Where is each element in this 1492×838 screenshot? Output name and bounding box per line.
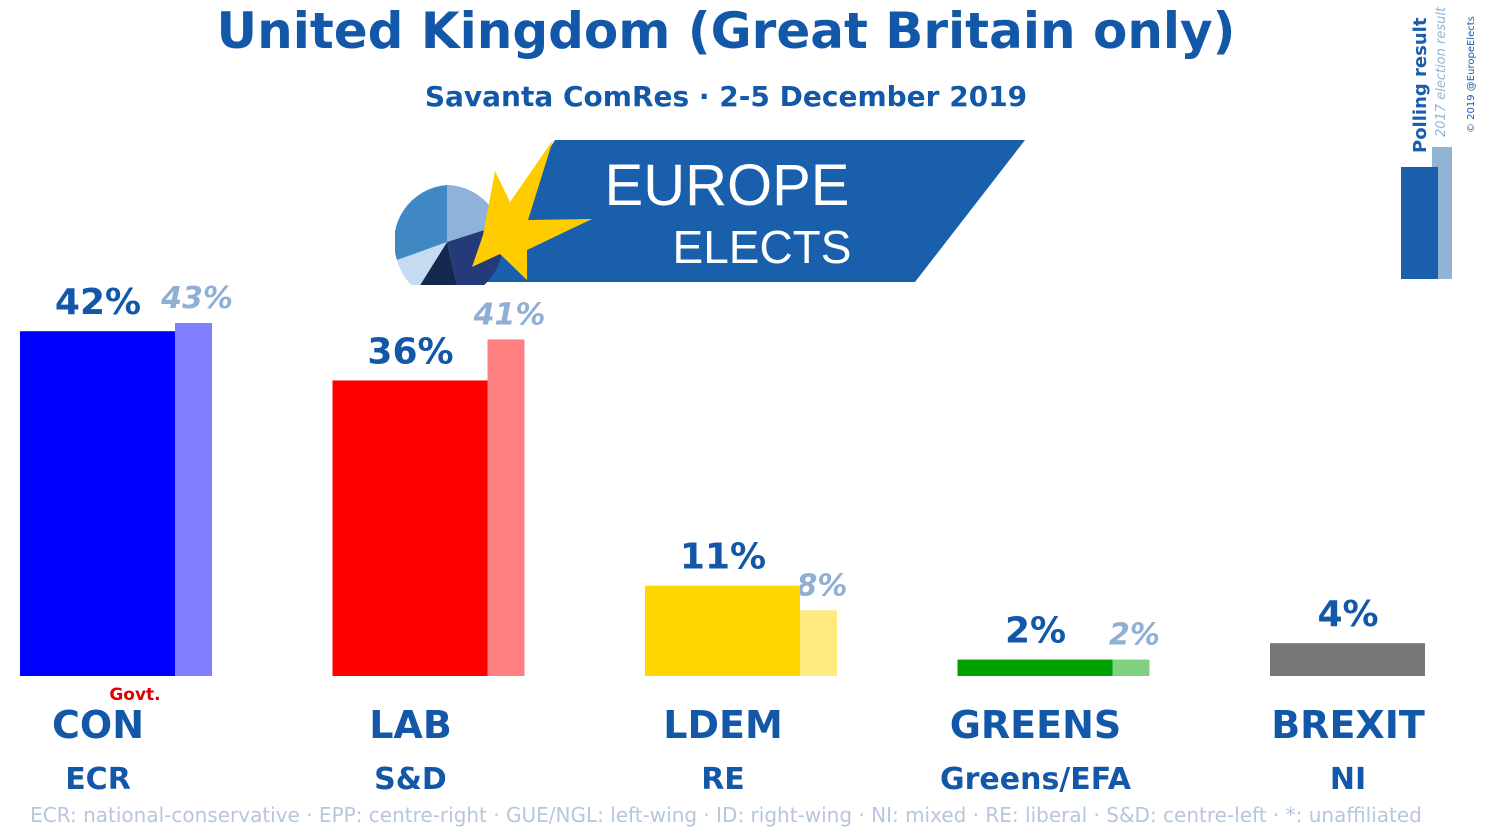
legend-election-label: 2017 election result bbox=[1434, 6, 1449, 137]
group-label-lab: S&D bbox=[374, 762, 447, 797]
value-label-2017-con: 43% bbox=[160, 281, 233, 316]
value-label-con: 42% bbox=[55, 282, 141, 323]
legend: Polling result 2017 election result © 20… bbox=[1401, 6, 1477, 279]
bar-polling-con bbox=[20, 331, 175, 676]
bar-polling-greens bbox=[957, 659, 1113, 676]
chart-title: United Kingdom (Great Britain only) bbox=[216, 2, 1236, 60]
footnote: ECR: national-conservative · EPP: centre… bbox=[30, 803, 1422, 827]
bar-2017-con bbox=[175, 323, 212, 676]
logo-line2: ELECTS bbox=[673, 221, 852, 273]
legend-polling-swatch bbox=[1401, 167, 1438, 279]
category-label-lab: LAB bbox=[369, 703, 452, 747]
bar-polling-ldem bbox=[645, 585, 800, 676]
group-label-con: ECR bbox=[65, 762, 131, 797]
logo-line1: EUROPE bbox=[605, 153, 850, 218]
star-icon bbox=[472, 140, 592, 280]
value-label-greens: 2% bbox=[1005, 611, 1066, 652]
group-label-greens: Greens/EFA bbox=[940, 762, 1132, 797]
chart-subtitle: Savanta ComRes · 2-5 December 2019 bbox=[424, 80, 1028, 113]
value-label-lab: 36% bbox=[367, 331, 453, 372]
category-label-greens: GREENS bbox=[950, 703, 1122, 747]
value-label-ldem: 11% bbox=[680, 537, 766, 578]
group-label-brexit: NI bbox=[1330, 762, 1366, 797]
bar-2017-lab bbox=[487, 339, 525, 676]
logo-banner bbox=[465, 140, 1025, 282]
bar-polling-brexit bbox=[1270, 643, 1425, 676]
value-label-2017-lab: 41% bbox=[473, 297, 546, 332]
group-label-ldem: RE bbox=[701, 762, 745, 797]
govt-annotation: Govt. bbox=[109, 685, 160, 705]
legend-copyright: © 2019 @EuropeElects bbox=[1466, 16, 1477, 133]
bar-polling-lab bbox=[332, 380, 488, 676]
europe-elects-logo: EUROPE ELECTS bbox=[395, 140, 1025, 285]
value-label-2017-ldem: 8% bbox=[797, 568, 848, 603]
legend-polling-label: Polling result bbox=[1410, 17, 1431, 153]
category-label-ldem: LDEM bbox=[663, 703, 783, 747]
category-label-con: CON bbox=[52, 703, 144, 747]
value-label-2017-greens: 2% bbox=[1109, 618, 1160, 653]
category-label-brexit: BREXIT bbox=[1271, 703, 1425, 747]
bar-2017-ldem bbox=[800, 610, 837, 676]
value-label-brexit: 4% bbox=[1317, 594, 1378, 635]
bar-2017-greens bbox=[1112, 659, 1150, 676]
